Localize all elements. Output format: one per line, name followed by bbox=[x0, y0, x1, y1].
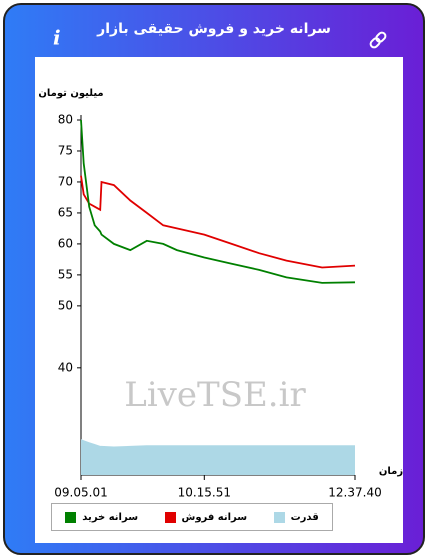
link-icon[interactable] bbox=[369, 31, 387, 49]
y-tick-label: 40 bbox=[58, 360, 73, 374]
line bbox=[80, 175, 356, 269]
legend: سرانه خرید سرانه فروش قدرت bbox=[51, 503, 333, 531]
x-tick-label: 12.37.40 bbox=[328, 486, 381, 498]
legend-label: سرانه فروش bbox=[181, 511, 248, 523]
legend-label: سرانه خرید bbox=[82, 511, 139, 523]
x-tick-label: 09.05.01 bbox=[54, 486, 107, 498]
y-tick-label: 70 bbox=[58, 174, 73, 188]
y-tick-label: 65 bbox=[58, 205, 73, 219]
x-axis-label: زمان bbox=[379, 466, 403, 477]
y-tick-label: 50 bbox=[58, 298, 73, 312]
legend-item[interactable]: سرانه خرید bbox=[65, 511, 139, 523]
x-tick-label: 10.15.51 bbox=[178, 486, 231, 498]
y-axis-label: میلیون تومان bbox=[38, 88, 103, 99]
y-tick-label: 80 bbox=[58, 113, 73, 127]
legend-label: قدرت bbox=[290, 511, 319, 523]
line bbox=[80, 119, 356, 284]
legend-swatch bbox=[65, 511, 77, 523]
frame: i سرانه خرید و فروش حقیقی بازار میلیون ت… bbox=[3, 3, 425, 555]
legend-swatch bbox=[164, 511, 176, 523]
y-tick-label: 55 bbox=[58, 267, 73, 281]
info-icon[interactable]: i bbox=[53, 26, 61, 50]
title: سرانه خرید و فروش حقیقی بازار bbox=[97, 21, 331, 37]
y-tick-label: 75 bbox=[58, 143, 73, 157]
header-icons: i bbox=[53, 26, 387, 50]
legend-item[interactable]: سرانه فروش bbox=[164, 511, 248, 523]
chart: میلیون تومان زمان LiveTSE.ir 40 50 55 60 65 70 75… bbox=[38, 88, 403, 500]
watermark: LiveTSE.ir bbox=[124, 375, 306, 415]
chart-panel: میلیون تومان زمان LiveTSE.ir 40 50 55 60 65 70 75… bbox=[35, 57, 403, 543]
header: i سرانه خرید و فروش حقیقی بازار bbox=[5, 5, 423, 55]
y-tick-label: 60 bbox=[58, 236, 73, 250]
legend-swatch bbox=[273, 511, 285, 523]
area bbox=[81, 439, 355, 475]
legend-item[interactable]: قدرت bbox=[273, 511, 319, 523]
